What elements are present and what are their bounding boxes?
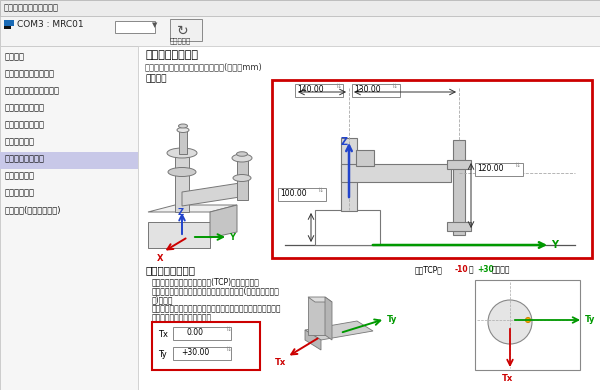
FancyBboxPatch shape <box>453 140 465 235</box>
Text: ツールオフセット: ツールオフセット <box>145 265 195 275</box>
Text: ）の場合: ）の場合 <box>492 265 511 274</box>
FancyBboxPatch shape <box>447 222 471 231</box>
Text: ロボットの機構情報を設定します。(単位：mm): ロボットの機構情報を設定します。(単位：mm) <box>145 62 263 71</box>
Text: ロボット情報設定: ロボット情報設定 <box>5 154 45 163</box>
Polygon shape <box>148 205 237 212</box>
Text: ⇅: ⇅ <box>392 84 397 89</box>
Text: ⇅: ⇅ <box>515 163 520 168</box>
Text: を以下に入力してください。: を以下に入力してください。 <box>152 313 212 322</box>
FancyBboxPatch shape <box>475 163 523 176</box>
Text: セットアップウィザード: セットアップウィザード <box>4 3 59 12</box>
Ellipse shape <box>177 128 189 133</box>
Ellipse shape <box>167 148 197 158</box>
Text: Y: Y <box>551 240 558 250</box>
Text: ⇅: ⇅ <box>318 188 323 193</box>
Text: Ty: Ty <box>585 315 595 324</box>
Text: 動作確認(ロボット座標): 動作確認(ロボット座標) <box>5 205 62 214</box>
Text: 本体情報: 本体情報 <box>145 74 167 83</box>
FancyBboxPatch shape <box>475 280 580 370</box>
FancyBboxPatch shape <box>237 158 248 200</box>
Text: Tx: Tx <box>158 330 168 339</box>
Text: Tx: Tx <box>502 374 513 383</box>
Text: X: X <box>157 254 163 263</box>
FancyBboxPatch shape <box>341 164 451 182</box>
Ellipse shape <box>233 174 251 181</box>
Text: Z: Z <box>178 208 184 217</box>
Text: 120.00: 120.00 <box>477 164 503 173</box>
FancyBboxPatch shape <box>115 21 155 33</box>
FancyBboxPatch shape <box>138 46 600 390</box>
FancyBboxPatch shape <box>352 84 400 97</box>
Text: はじめに: はじめに <box>5 52 25 61</box>
Text: +30.00: +30.00 <box>181 348 209 357</box>
Polygon shape <box>305 321 373 340</box>
FancyBboxPatch shape <box>173 347 231 360</box>
Text: Ty: Ty <box>158 350 167 359</box>
Polygon shape <box>210 205 237 238</box>
Text: そこからオフセットする場合は、右の例を参考にオフセット値: そこからオフセットする場合は、右の例を参考にオフセット値 <box>152 304 281 313</box>
Text: 0.00: 0.00 <box>187 328 203 337</box>
Ellipse shape <box>179 124 187 128</box>
Text: ⇅: ⇅ <box>226 347 231 352</box>
Polygon shape <box>305 330 321 350</box>
Text: ⇅: ⇅ <box>226 327 231 332</box>
Polygon shape <box>148 222 210 248</box>
Polygon shape <box>325 297 332 340</box>
FancyBboxPatch shape <box>179 130 187 154</box>
Text: ↻: ↻ <box>177 24 189 38</box>
Text: 130.00: 130.00 <box>354 85 380 94</box>
Text: 軸の動作方向: 軸の動作方向 <box>5 188 35 197</box>
Text: ドライバ接続設定: ドライバ接続設定 <box>5 120 45 129</box>
FancyBboxPatch shape <box>4 26 11 29</box>
Text: エンドエフェクタの設定: エンドエフェクタの設定 <box>5 86 60 95</box>
Text: Y: Y <box>229 233 235 242</box>
Text: COM3 : MRC01: COM3 : MRC01 <box>17 20 83 29</box>
FancyBboxPatch shape <box>0 0 600 16</box>
Text: ポート更新: ポート更新 <box>170 37 191 44</box>
Circle shape <box>526 317 530 323</box>
Text: Ty: Ty <box>387 315 397 324</box>
Text: 軸の機構設定: 軸の機構設定 <box>5 137 35 146</box>
Text: +30: +30 <box>477 265 494 274</box>
Text: ▼: ▼ <box>152 22 157 28</box>
FancyBboxPatch shape <box>278 188 326 201</box>
Text: コントローラ設定: コントローラ設定 <box>5 103 45 112</box>
FancyBboxPatch shape <box>0 152 138 169</box>
FancyBboxPatch shape <box>0 16 600 46</box>
FancyBboxPatch shape <box>272 80 592 258</box>
Ellipse shape <box>168 167 196 177</box>
Ellipse shape <box>236 152 248 156</box>
Text: ロボット情報設定: ロボット情報設定 <box>145 50 198 60</box>
FancyBboxPatch shape <box>0 46 138 390</box>
Polygon shape <box>182 183 240 206</box>
FancyBboxPatch shape <box>447 160 471 169</box>
Text: ロボットの手先位置とする点(TCP)を決めます。: ロボットの手先位置とする点(TCP)を決めます。 <box>152 277 260 286</box>
Text: 初期位置は、右図の座標軸が交差している点(リンク先端の中: 初期位置は、右図の座標軸が交差している点(リンク先端の中 <box>152 286 280 295</box>
Text: -10: -10 <box>455 265 469 274</box>
FancyBboxPatch shape <box>315 210 380 245</box>
FancyBboxPatch shape <box>152 322 260 370</box>
Text: Tx: Tx <box>275 358 286 367</box>
Text: ，: ， <box>469 265 473 274</box>
Text: 例：TCP（: 例：TCP（ <box>415 265 443 274</box>
Text: 軸の原点設定: 軸の原点設定 <box>5 171 35 180</box>
Text: 心)です。: 心)です。 <box>152 295 173 304</box>
Text: 140.00: 140.00 <box>297 85 323 94</box>
Text: ロボットタイプの選択: ロボットタイプの選択 <box>5 69 55 78</box>
Text: 100.00: 100.00 <box>280 189 307 198</box>
Polygon shape <box>308 297 325 335</box>
Circle shape <box>488 300 532 344</box>
Text: Z: Z <box>341 137 348 147</box>
Polygon shape <box>308 297 332 302</box>
FancyBboxPatch shape <box>4 20 14 26</box>
Ellipse shape <box>232 154 252 162</box>
FancyBboxPatch shape <box>295 84 343 97</box>
FancyBboxPatch shape <box>175 152 189 212</box>
FancyBboxPatch shape <box>341 138 357 211</box>
FancyBboxPatch shape <box>170 19 202 41</box>
Text: ⇅: ⇅ <box>336 84 341 89</box>
FancyBboxPatch shape <box>356 150 374 166</box>
FancyBboxPatch shape <box>173 327 231 340</box>
